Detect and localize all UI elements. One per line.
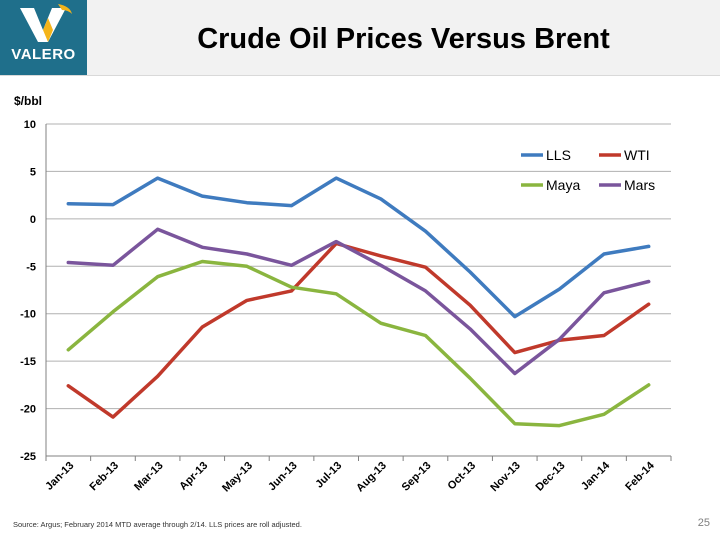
x-tick-label: Jan-13 — [43, 460, 76, 493]
x-tick-label: Jul-13 — [313, 460, 344, 491]
x-tick-label: Aug-13 — [354, 460, 389, 495]
page-number: 25 — [697, 517, 710, 529]
series-line-mars — [66, 227, 651, 376]
y-tick-label: -15 — [20, 356, 36, 368]
y-tick-label: -25 — [20, 451, 36, 463]
x-tick-label: Apr-13 — [177, 460, 210, 493]
y-axis-label: $/bbl — [14, 94, 43, 108]
series-line-wti — [66, 241, 651, 419]
y-tick-label: 0 — [30, 214, 36, 226]
series-line-lls — [66, 176, 651, 319]
legend-label-maya: Maya — [546, 177, 580, 193]
x-tick-label: May-13 — [220, 460, 255, 495]
x-tick-label: Nov-13 — [488, 460, 522, 494]
legend-label-wti: WTI — [624, 147, 650, 163]
logo-wordmark: VALERO — [11, 46, 76, 63]
x-tick-label: Feb-14 — [623, 459, 657, 493]
y-tick-label: -20 — [20, 404, 36, 416]
x-tick-label: Jun-13 — [266, 460, 300, 494]
legend-label-lls: LLS — [546, 147, 571, 163]
x-tick-label: Feb-13 — [88, 460, 122, 494]
valero-v-icon — [20, 4, 72, 42]
x-tick-label: Sep-13 — [400, 460, 434, 494]
source-note: Source: Argus; February 2014 MTD average… — [13, 520, 302, 529]
line-chart: 10 5 0 -5 -10 -15 -20 -25 Jan-13 Feb-13 Mar-13 Apr-… — [20, 119, 672, 495]
y-tick-label: -5 — [26, 261, 36, 273]
series-line-maya — [66, 259, 651, 428]
x-tick-label: Dec-13 — [534, 460, 568, 494]
legend-label-mars: Mars — [624, 177, 655, 193]
y-tick-label: 10 — [24, 119, 36, 131]
valero-logo: VALERO — [0, 0, 87, 75]
slide-header: VALERO Crude Oil Prices Versus Brent — [0, 0, 720, 76]
page-title: Crude Oil Prices Versus Brent — [197, 23, 610, 55]
x-tick-label: Mar-13 — [132, 460, 166, 494]
y-tick-label: -10 — [20, 309, 36, 321]
y-tick-label: 5 — [30, 166, 36, 178]
x-tick-label: Jan-14 — [579, 459, 613, 493]
x-tick-label: Oct-13 — [446, 460, 479, 493]
